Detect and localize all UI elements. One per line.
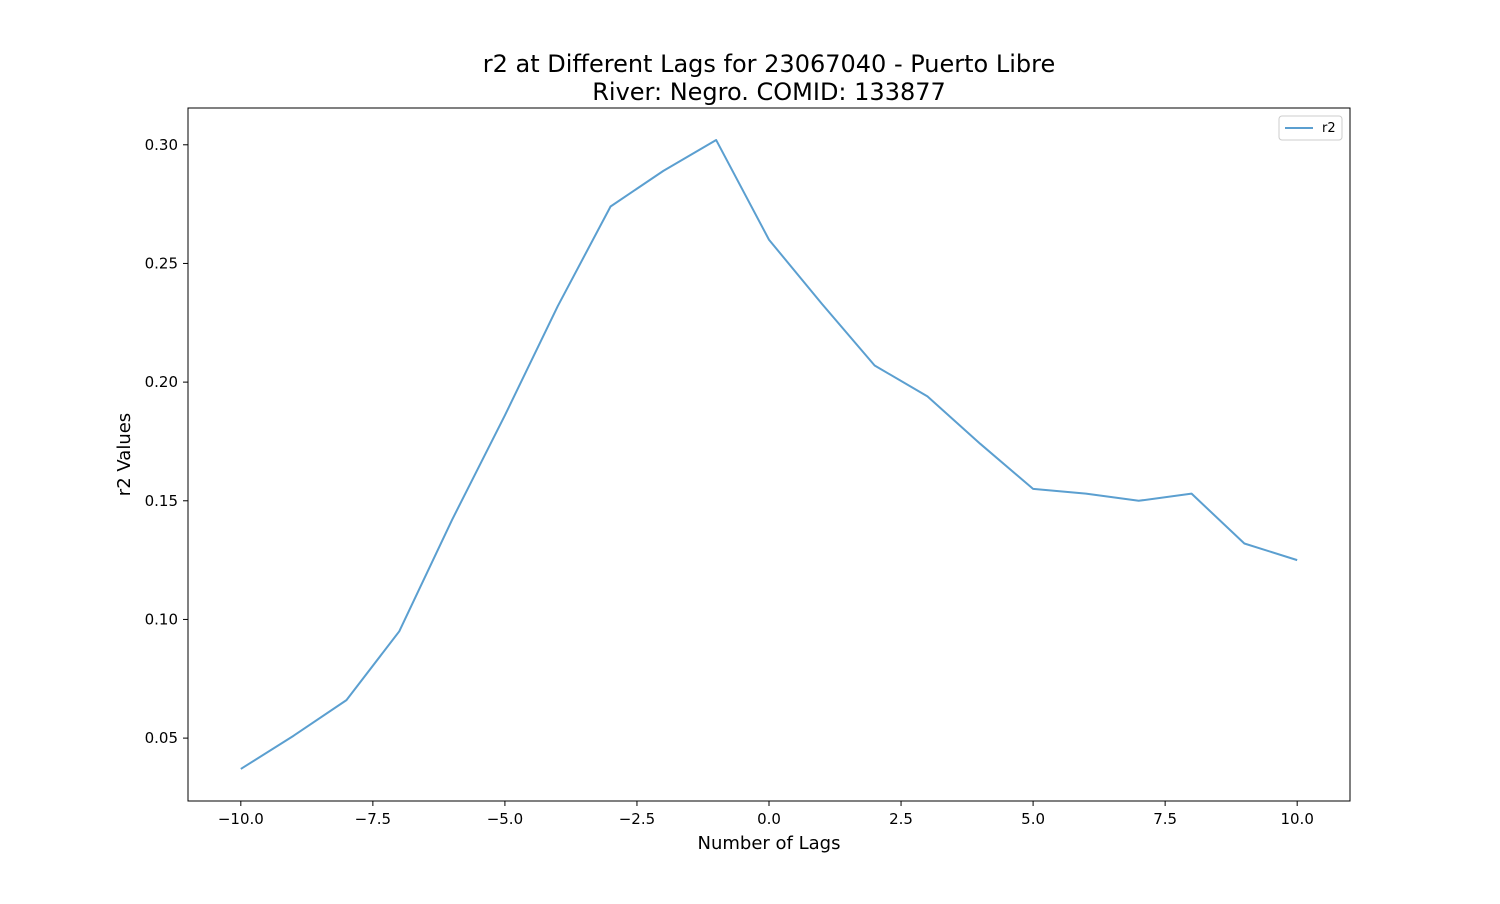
x-axis: −10.0 −7.5 −5.0 −2.5 0.0 2.5 5.0 7.5 10.0 (218, 801, 1314, 828)
x-tick-label: −10.0 (218, 810, 264, 828)
x-tick-label: 5.0 (1021, 810, 1045, 828)
x-axis-label: Number of Lags (698, 833, 841, 854)
y-tick-label: 0.20 (145, 373, 178, 391)
x-tick-label: −7.5 (355, 810, 391, 828)
chart-title-line: River: Negro. COMID: 133877 (592, 78, 946, 106)
legend: r2 (1278, 115, 1343, 141)
y-tick-label: 0.25 (145, 254, 178, 272)
y-tick-label: 0.15 (145, 492, 178, 510)
chart-title-line: r2 at Different Lags for 23067040 - Puer… (483, 50, 1055, 78)
y-tick-label: 0.05 (145, 729, 178, 747)
x-tick-label: −5.0 (487, 810, 523, 828)
series-layer (240, 139, 1298, 770)
plot-area-frame (187, 107, 1351, 802)
x-tick-label: 0.0 (757, 810, 781, 828)
x-tick-label: −2.5 (619, 810, 655, 828)
legend-label: r2 (1322, 121, 1336, 136)
y-axis-label: r2 Values (114, 413, 135, 496)
y-axis: 0.05 0.10 0.15 0.20 0.25 0.30 (145, 136, 188, 747)
y-tick-label: 0.10 (145, 610, 178, 628)
series-line-r2 (240, 139, 1298, 770)
y-tick-label: 0.30 (145, 136, 178, 154)
x-tick-label: 7.5 (1153, 810, 1177, 828)
chart-title: r2 at Different Lags for 23067040 - Puer… (483, 50, 1055, 106)
x-tick-label: 2.5 (889, 810, 913, 828)
x-tick-label: 10.0 (1280, 810, 1313, 828)
